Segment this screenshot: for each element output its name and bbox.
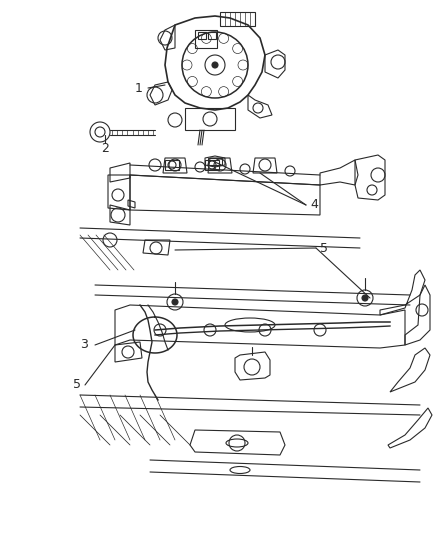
Bar <box>185 108 235 130</box>
Bar <box>165 160 179 170</box>
Circle shape <box>212 62 218 68</box>
Circle shape <box>362 295 368 301</box>
Bar <box>198 32 206 39</box>
Bar <box>208 158 222 165</box>
Bar <box>208 32 216 39</box>
Circle shape <box>172 299 178 305</box>
Text: 1: 1 <box>135 82 143 94</box>
Text: 5: 5 <box>73 378 81 392</box>
Bar <box>220 12 255 26</box>
Text: 3: 3 <box>80 338 88 351</box>
Text: 2: 2 <box>101 141 109 155</box>
Bar <box>205 160 219 170</box>
Bar <box>195 30 217 48</box>
Text: 5: 5 <box>320 241 328 254</box>
Text: 4: 4 <box>310 198 318 212</box>
